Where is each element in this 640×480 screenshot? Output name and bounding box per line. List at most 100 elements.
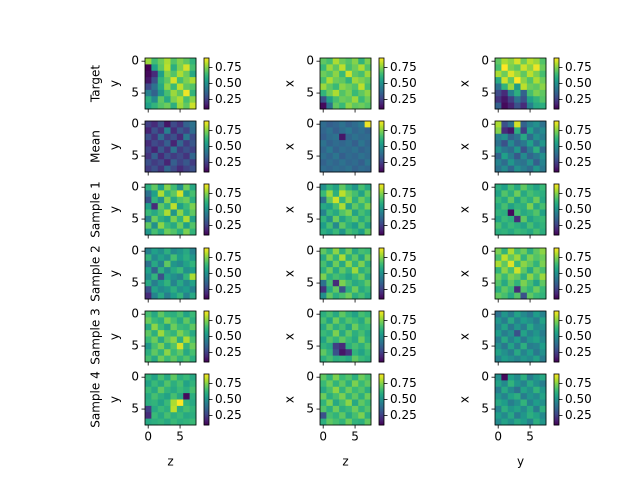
heatmap-cell (332, 70, 340, 78)
heatmap-cell (520, 222, 528, 230)
colorbar-segment (554, 126, 559, 128)
heatmap-cell (514, 209, 521, 217)
colorbar-segment (204, 297, 209, 300)
heatmap-cell (501, 209, 509, 217)
heatmap-cell (345, 89, 353, 97)
heatmap-cell (151, 209, 159, 217)
heatmap-cell (507, 165, 515, 173)
colorbar-segment (379, 163, 384, 165)
heatmap-cell (495, 412, 502, 420)
heatmap-cell (183, 58, 191, 65)
colorbar-segment (204, 63, 209, 65)
colorbar-segment (379, 146, 384, 149)
colorbar-segment (204, 88, 209, 91)
colorbar-segment (204, 93, 209, 96)
heatmap-cell (358, 96, 366, 104)
colorbar-segment (204, 284, 209, 287)
heatmap-cell (364, 89, 372, 97)
y-tick-label: 5 (306, 149, 314, 163)
heatmap-cell (164, 184, 171, 191)
heatmap-cell (501, 317, 509, 325)
heatmap-cell (495, 380, 502, 388)
heatmap-cell (514, 215, 521, 223)
heatmap-cell (164, 77, 171, 84)
colorbar-segment (554, 106, 559, 109)
heatmap-cell (157, 254, 165, 262)
heatmap-cell (507, 70, 515, 78)
colorbar-segment (379, 339, 384, 341)
heatmap-cell (533, 248, 541, 255)
colorbar-segment (379, 399, 384, 402)
colorbar-segment (204, 386, 209, 389)
colorbar-segment (554, 66, 559, 69)
x-axis-label: z (167, 455, 173, 469)
heatmap-cell (507, 286, 515, 294)
heatmap-cell (495, 83, 502, 91)
colorbar-segment (379, 340, 384, 342)
heatmap-cell (320, 64, 327, 72)
colorbar-segment (379, 322, 384, 325)
colorbar-segment (554, 346, 559, 349)
heatmap-cell (501, 228, 509, 236)
colorbar-segment (379, 403, 384, 405)
panel-frame (144, 120, 197, 173)
heatmap-cell (332, 209, 340, 217)
colorbar-segment (204, 68, 209, 70)
colorbar-segment (204, 349, 209, 351)
heatmap-cell (164, 70, 171, 78)
colorbar-segment (379, 210, 384, 213)
heatmap-cell (364, 386, 372, 394)
colorbar-segment (379, 224, 384, 227)
heatmap-cell (339, 133, 346, 141)
heatmap-cell (351, 248, 359, 255)
y-axis-label: x (458, 80, 472, 87)
colorbar-segment (379, 375, 384, 377)
colorbar-segment (379, 194, 384, 196)
heatmap-cell (339, 405, 346, 413)
heatmap-cell (514, 159, 521, 167)
colorbar-segment (379, 381, 384, 384)
colorbar-segment (204, 143, 209, 146)
panel-frame (494, 247, 547, 300)
heatmap-cell (170, 184, 178, 191)
colorbar-segment (204, 186, 209, 189)
colorbar-segment (554, 133, 559, 136)
colorbar-segment (379, 190, 384, 193)
heatmap-cell (514, 393, 521, 400)
heatmap-cell (339, 260, 346, 268)
heatmap-cell (526, 279, 534, 287)
heatmap-cell (170, 342, 178, 350)
heatmap-cell (514, 152, 521, 160)
heatmap-cell (345, 279, 353, 287)
heatmap-cell (526, 418, 534, 426)
heatmap-cell (339, 209, 346, 217)
colorbar-tick-label: 0.50 (215, 202, 242, 216)
colorbar-segment (554, 92, 559, 95)
heatmap-cell (520, 96, 528, 104)
colorbar-segment (204, 278, 209, 281)
colorbar-segment (379, 421, 384, 423)
heatmap-cell (351, 140, 359, 147)
colorbar-segment (379, 73, 384, 75)
heatmap-cell (183, 209, 191, 217)
heatmap-cell (339, 190, 346, 198)
heatmap-cell (151, 386, 159, 394)
heatmap-cell (189, 96, 197, 104)
colorbar-tick-label: 0.25 (390, 92, 417, 106)
heatmap-cell (326, 399, 334, 407)
heatmap-cell (358, 311, 366, 318)
colorbar-segment (554, 219, 559, 222)
heatmap-cell (332, 133, 340, 141)
heatmap-cell (189, 336, 197, 344)
heatmap-cell (332, 228, 340, 236)
heatmap-cell (514, 386, 521, 394)
heatmap-cell (170, 89, 178, 97)
colorbar-segment (554, 212, 559, 214)
heatmap-cell (189, 209, 197, 217)
heatmap-cell (189, 64, 197, 72)
heatmap-cell (332, 96, 340, 104)
heatmap-cell (189, 330, 197, 337)
heatmap-cell (533, 380, 541, 388)
heatmap-cell (507, 146, 515, 154)
heatmap-cell (501, 286, 509, 294)
